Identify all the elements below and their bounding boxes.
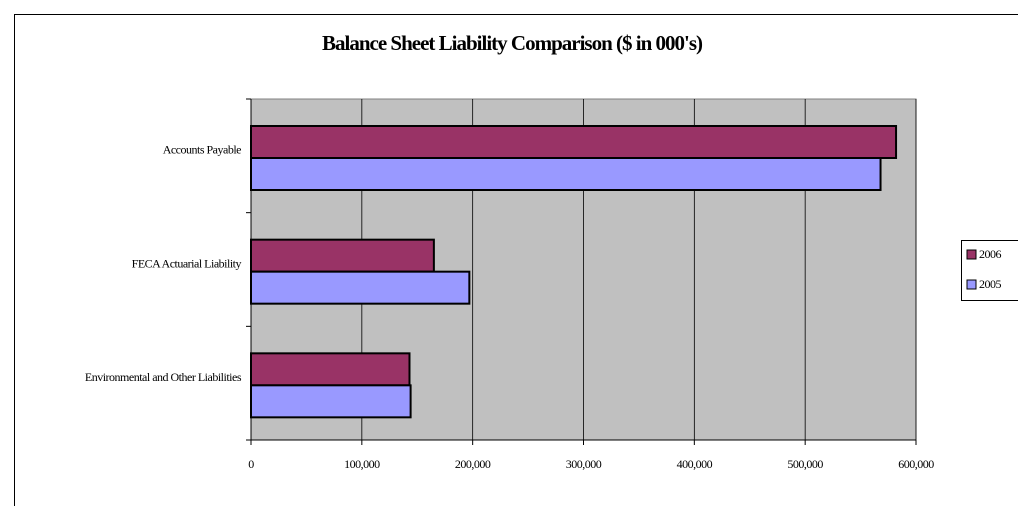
bar <box>250 125 898 159</box>
legend-label: 2006 <box>979 247 1002 261</box>
bar <box>250 270 471 305</box>
legend-swatch <box>966 249 977 260</box>
legend-swatch <box>966 279 977 290</box>
x-tick-label: 200,000 <box>455 457 491 471</box>
x-tick-label: 500,000 <box>787 457 823 471</box>
x-tick-label: 300,000 <box>566 457 602 471</box>
y-tick-label: FECA Actuarial Liability <box>132 256 242 270</box>
y-tick-label: Accounts Payable <box>163 143 241 157</box>
bar <box>250 384 412 419</box>
x-tick-label: 400,000 <box>677 457 713 471</box>
y-tick-label: Environmental and Other Liabilities <box>85 370 242 384</box>
bar <box>250 352 411 387</box>
bar <box>250 238 435 273</box>
x-tick-label: 600,000 <box>898 457 934 471</box>
x-tick-label: 0 <box>248 457 254 471</box>
chart-border <box>14 14 1018 506</box>
chart-title: Balance Sheet Liability Comparison ($ in… <box>322 31 703 55</box>
legend-label: 2005 <box>979 277 1002 291</box>
x-tick-label: 100,000 <box>344 457 380 471</box>
bar <box>250 157 882 191</box>
